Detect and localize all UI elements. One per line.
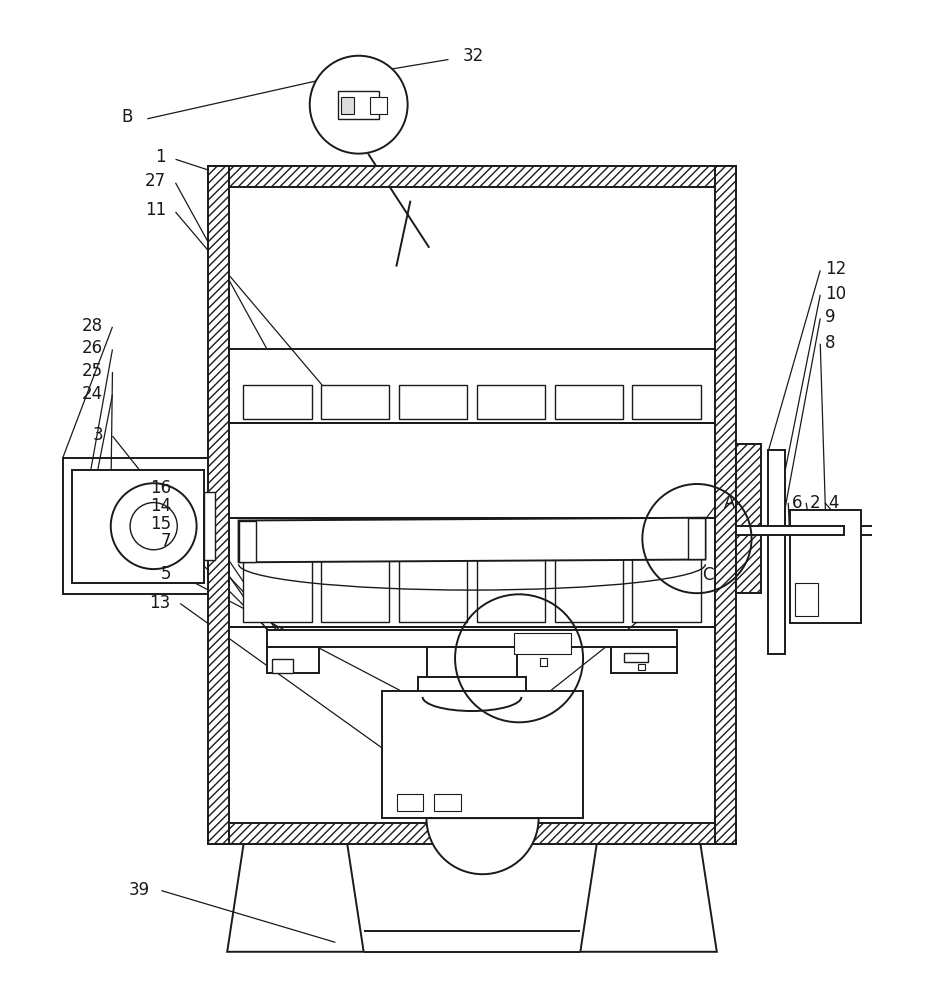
Bar	[790, 510, 861, 623]
Bar	[612, 647, 677, 673]
Text: C: C	[701, 566, 713, 584]
Circle shape	[110, 483, 196, 569]
Bar	[267, 647, 318, 673]
Bar	[209, 823, 735, 844]
Bar	[209, 166, 735, 187]
Bar	[267, 630, 677, 647]
Text: 8: 8	[825, 334, 835, 352]
Bar	[399, 385, 467, 419]
Bar	[768, 450, 785, 654]
Text: 5: 5	[160, 565, 171, 583]
Text: 39: 39	[129, 881, 150, 899]
Bar	[204, 492, 215, 560]
Text: A: A	[724, 494, 735, 512]
Text: 10: 10	[825, 285, 846, 303]
Polygon shape	[228, 844, 363, 952]
Text: 7: 7	[160, 532, 171, 550]
Bar	[735, 444, 761, 593]
Bar	[62, 458, 213, 594]
Bar	[396, 794, 423, 811]
Text: 27: 27	[145, 172, 166, 190]
Polygon shape	[239, 518, 705, 562]
Text: 6: 6	[792, 494, 802, 512]
Bar	[244, 385, 312, 419]
Bar	[554, 523, 623, 622]
Polygon shape	[581, 844, 716, 952]
Text: 16: 16	[150, 479, 171, 497]
Bar	[735, 526, 844, 535]
Text: 32: 32	[463, 47, 484, 65]
Bar	[477, 523, 545, 622]
Bar	[540, 658, 548, 666]
Circle shape	[130, 503, 177, 550]
Bar	[229, 187, 715, 823]
Text: 3: 3	[93, 426, 103, 444]
Bar	[625, 653, 648, 662]
Bar	[428, 647, 516, 708]
Bar	[637, 664, 645, 670]
Text: 4: 4	[829, 494, 839, 512]
Bar	[338, 91, 379, 119]
Bar	[554, 385, 623, 419]
Bar	[632, 523, 700, 622]
Bar	[418, 677, 526, 691]
Text: 9: 9	[825, 308, 835, 326]
Wedge shape	[427, 818, 539, 874]
Text: 14: 14	[150, 497, 171, 515]
Bar	[632, 385, 700, 419]
Bar	[341, 97, 354, 114]
Bar	[370, 97, 387, 114]
Text: 13: 13	[149, 594, 171, 612]
Text: 15: 15	[150, 515, 171, 533]
Text: B: B	[122, 108, 133, 126]
Text: 11: 11	[144, 201, 166, 219]
Text: 24: 24	[82, 385, 103, 403]
Bar	[321, 523, 390, 622]
Text: 2: 2	[810, 494, 820, 512]
Bar	[72, 470, 204, 583]
Bar	[434, 794, 461, 811]
Text: 1: 1	[156, 148, 166, 166]
Bar	[715, 166, 735, 844]
Bar	[399, 523, 467, 622]
Bar	[688, 518, 705, 559]
Text: 26: 26	[82, 339, 103, 357]
Text: 28: 28	[82, 317, 103, 335]
Bar	[244, 523, 312, 622]
Bar	[209, 166, 229, 844]
Bar	[229, 423, 715, 518]
Bar	[795, 583, 818, 616]
Bar	[273, 659, 294, 673]
Bar	[477, 385, 545, 419]
Text: 25: 25	[82, 362, 103, 380]
Bar	[382, 691, 582, 818]
Bar	[514, 633, 571, 654]
Bar	[321, 385, 390, 419]
Text: 12: 12	[825, 260, 846, 278]
Circle shape	[310, 56, 408, 154]
Bar	[239, 521, 256, 562]
